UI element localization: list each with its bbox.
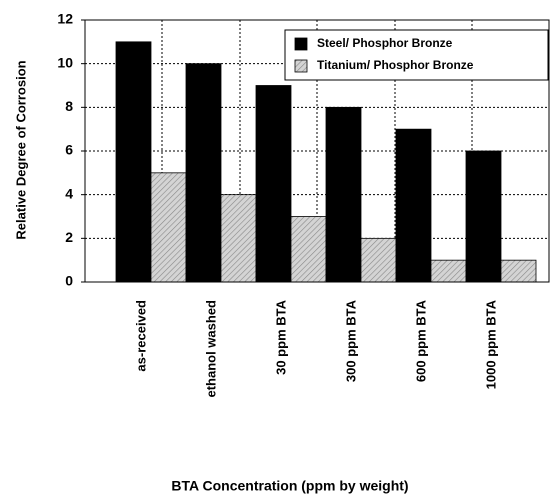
- y-axis-title: Relative Degree of Corrosion: [13, 60, 28, 239]
- bar: [115, 41, 152, 283]
- y-tick-label: 2: [65, 229, 73, 245]
- bar: [325, 106, 362, 283]
- bar: [290, 216, 327, 283]
- x-tick-label: 300 ppm BTA: [343, 299, 358, 382]
- bar: [220, 194, 257, 283]
- y-tick-label: 8: [65, 98, 73, 114]
- legend-swatch: [294, 59, 308, 73]
- legend-swatch: [294, 37, 308, 51]
- bar: [500, 259, 537, 283]
- x-tick-label: 1000 ppm BTA: [483, 299, 498, 389]
- x-tick-label: 30 ppm BTA: [273, 299, 288, 374]
- y-tick-label: 10: [57, 54, 73, 70]
- legend-label: Steel/ Phosphor Bronze: [317, 36, 453, 50]
- bar: [185, 63, 222, 283]
- y-tick-label: 12: [57, 11, 73, 27]
- plot-frame: [84, 19, 550, 283]
- bar: [255, 85, 292, 283]
- bar: [430, 259, 467, 283]
- y-tick-label: 6: [65, 142, 73, 158]
- bar: [150, 172, 187, 283]
- x-axis-title: BTA Concentration (ppm by weight): [171, 478, 408, 494]
- y-tick-label: 4: [65, 185, 73, 201]
- bar: [465, 150, 502, 283]
- x-tick-label: 600 ppm BTA: [413, 299, 428, 382]
- x-tick-label: ethanol washed: [203, 300, 218, 398]
- y-tick-label: 0: [65, 273, 73, 289]
- legend-box: [284, 29, 549, 81]
- legend-label: Titanium/ Phosphor Bronze: [317, 58, 474, 72]
- x-tick-label: as-received: [133, 300, 148, 372]
- bar: [395, 128, 432, 283]
- bar: [360, 237, 397, 283]
